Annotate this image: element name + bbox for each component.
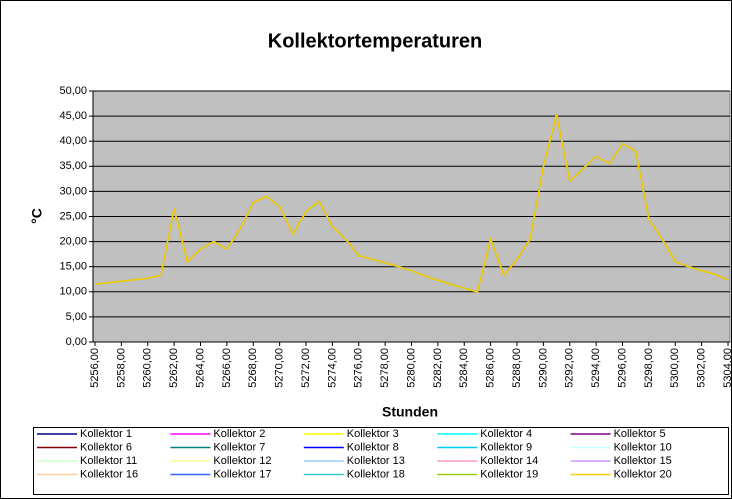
legend-label: Kollektor 1 (80, 428, 132, 440)
legend-label: Kollektor 19 (480, 468, 538, 480)
legend-label: Kollektor 7 (213, 441, 265, 453)
y-tick-label: 0,00 (66, 336, 87, 348)
legend-label: Kollektor 13 (347, 455, 405, 467)
y-tick-label: 30,00 (59, 185, 87, 197)
x-tick-label: 5302,00 (696, 348, 708, 388)
x-tick-label: 5304,00 (722, 348, 732, 388)
y-tick-label: 10,00 (59, 286, 87, 298)
chart-title: Kollektortemperaturen (268, 30, 483, 52)
legend-label: Kollektor 14 (480, 455, 538, 467)
legend-label: Kollektor 2 (213, 428, 265, 440)
legend-label: Kollektor 10 (614, 441, 672, 453)
x-tick-label: 5294,00 (590, 348, 602, 388)
y-axis-label: °C (29, 208, 45, 224)
y-tick-label: 25,00 (59, 210, 87, 222)
x-tick-label: 5280,00 (405, 348, 417, 388)
legend-label: Kollektor 5 (614, 428, 666, 440)
legend-label: Kollektor 4 (480, 428, 532, 440)
x-tick-label: 5266,00 (221, 348, 233, 388)
x-tick-label: 5270,00 (274, 348, 286, 388)
x-tick-label: 5296,00 (616, 348, 628, 388)
legend-label: Kollektor 15 (614, 455, 672, 467)
legend-label: Kollektor 8 (347, 441, 399, 453)
legend-label: Kollektor 9 (480, 441, 532, 453)
y-tick-label: 35,00 (59, 160, 87, 172)
x-tick-label: 5260,00 (142, 348, 154, 388)
legend-label: Kollektor 6 (80, 441, 132, 453)
y-tick-label: 50,00 (59, 85, 87, 97)
x-tick-label: 5292,00 (564, 348, 576, 388)
x-tick-label: 5276,00 (353, 348, 365, 388)
x-tick-label: 5278,00 (379, 348, 391, 388)
legend-label: Kollektor 11 (80, 455, 137, 467)
legend-label: Kollektor 16 (80, 468, 138, 480)
x-tick-label: 5272,00 (300, 348, 312, 388)
y-tick-label: 15,00 (59, 261, 87, 273)
legend-label: Kollektor 3 (347, 428, 399, 440)
x-tick-label: 5268,00 (247, 348, 259, 388)
legend-label: Kollektor 20 (614, 468, 672, 480)
x-tick-label: 5282,00 (432, 348, 444, 388)
x-tick-label: 5258,00 (115, 348, 127, 388)
legend-label: Kollektor 18 (347, 468, 405, 480)
y-tick-label: 5,00 (66, 311, 87, 323)
series-line (94, 114, 729, 293)
x-tick-label: 5290,00 (537, 348, 549, 388)
x-tick-label: 5284,00 (458, 348, 470, 388)
legend-label: Kollektor 17 (213, 468, 271, 480)
legend-box (33, 427, 729, 495)
x-axis-label: Stunden (382, 404, 438, 420)
x-tick-label: 5274,00 (326, 348, 338, 388)
x-tick-label: 5288,00 (511, 348, 523, 388)
x-tick-label: 5262,00 (168, 348, 180, 388)
x-tick-label: 5300,00 (669, 348, 681, 388)
x-tick-label: 5264,00 (194, 348, 206, 388)
legend-label: Kollektor 12 (213, 455, 271, 467)
y-tick-label: 40,00 (59, 135, 87, 147)
y-tick-label: 20,00 (59, 236, 87, 248)
y-tick-label: 45,00 (59, 110, 87, 122)
x-tick-label: 5286,00 (485, 348, 497, 388)
x-tick-label: 5256,00 (89, 348, 101, 388)
x-tick-label: 5298,00 (643, 348, 655, 388)
